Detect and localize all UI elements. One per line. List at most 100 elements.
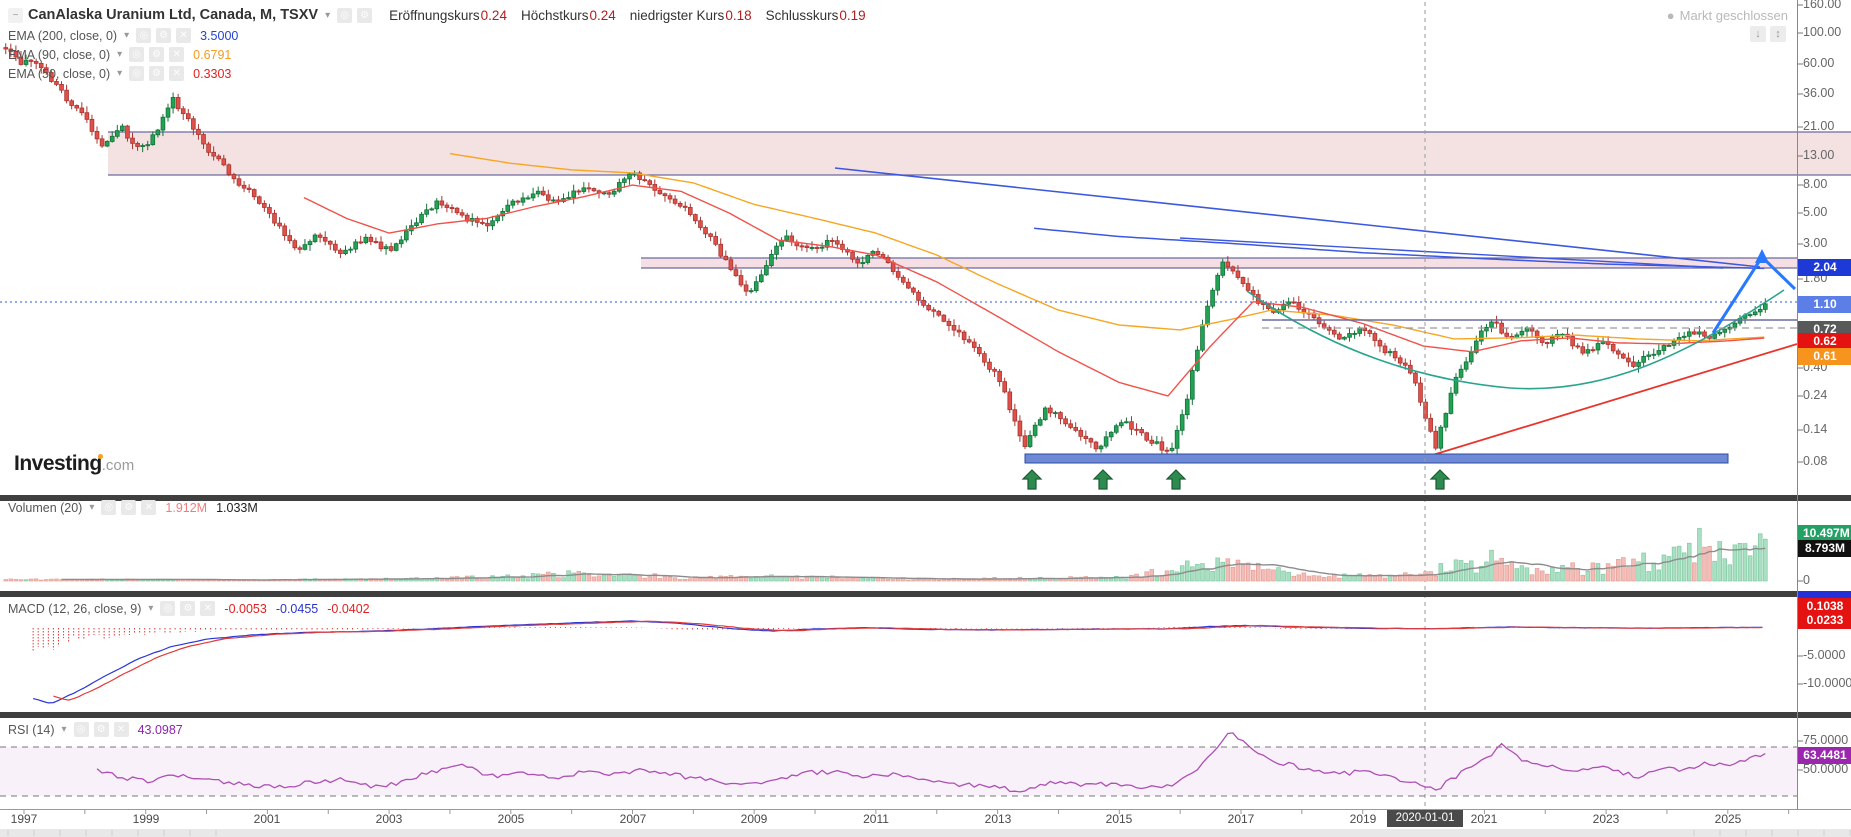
scale-buttons: ↓ ↕ (1750, 26, 1786, 42)
macd-layer (32, 620, 1763, 704)
price-axis-label: 3.00 (1803, 236, 1828, 250)
price-axis-label: -5.0000 (1803, 648, 1846, 662)
high-label: Höchstkurs (520, 7, 589, 23)
price-axis-label: 36.00 (1803, 86, 1835, 100)
remove-indicator-icon[interactable]: ✕ (113, 722, 129, 737)
volume-panel-header: Volumen (20) ▾ ◎ ⚙ ✕ 1.912M 1.033M (8, 500, 258, 515)
indicator-settings-icon[interactable]: ⚙ (149, 66, 165, 81)
volume-value: 1.033M (216, 500, 258, 515)
price-axis-badge: 8.793M (1798, 539, 1851, 557)
open-label: Eröffnungskurs (389, 7, 480, 23)
price-axis-label: 0.08 (1803, 454, 1828, 468)
price-axis-label: 75.0000 (1803, 733, 1849, 747)
price-axis-label: 60.00 (1803, 56, 1835, 70)
logo-brand-text: Investing (14, 452, 102, 475)
time-axis-label: 2017 (1227, 812, 1255, 826)
hide-indicator-icon[interactable]: ◎ (129, 47, 145, 62)
price-axis-badge: 63.4481 (1798, 746, 1851, 764)
indicator-name: Volumen (20) (8, 500, 83, 515)
settings-icon[interactable]: ⚙ (357, 7, 373, 23)
price-axis-label: 160.00 (1803, 0, 1842, 11)
time-axis-label: 2001 (253, 812, 281, 826)
hide-indicator-icon[interactable]: ◎ (129, 66, 145, 81)
indicator-settings-icon[interactable]: ⚙ (156, 28, 172, 43)
remove-indicator-icon[interactable]: ✕ (141, 500, 157, 515)
indicator-name: EMA (200, close, 0) (8, 28, 118, 43)
price-axis-label: -10.0000 (1803, 676, 1851, 690)
chevron-down-icon[interactable]: ▾ (117, 68, 123, 79)
ema-layer (303, 152, 1765, 397)
hide-indicator-icon[interactable]: ◎ (160, 601, 176, 616)
up-arrow-marker (1092, 469, 1114, 490)
price-axis-label: 0 (1803, 573, 1810, 587)
up-arrow-marker (1021, 469, 1043, 490)
auto-scale-icon[interactable]: ↕ (1770, 26, 1786, 42)
logo-orange-dot (98, 454, 103, 459)
title-row: − CanAlaska Uranium Ltd, Canada, M, TSXV… (8, 7, 866, 23)
price-axis-label: 100.00 (1803, 25, 1842, 39)
price-axis-badge (1798, 591, 1851, 601)
low-label: niedrigster Kurs (629, 7, 725, 23)
symbol-dropdown-caret[interactable]: ▾ (325, 9, 331, 21)
remove-indicator-icon[interactable]: ✕ (176, 28, 192, 43)
time-axis-label: 2005 (497, 812, 525, 826)
up-arrow-marker (1429, 469, 1451, 490)
collapse-panel-icon[interactable]: − (8, 7, 23, 23)
price-axis-label: 5.00 (1803, 205, 1828, 219)
chevron-down-icon[interactable]: ▾ (89, 502, 95, 513)
time-axis-label: 2013 (984, 812, 1012, 826)
macd-line-value: -0.0455 (275, 601, 319, 616)
time-axis-label: 2023 (1592, 812, 1620, 826)
remove-indicator-icon[interactable]: ✕ (200, 601, 216, 616)
time-axis-label: 2025 (1714, 812, 1742, 826)
time-axis-label: 1999 (132, 812, 160, 826)
drawings-layer (834, 2, 1798, 809)
price-axis-label: 8.00 (1803, 177, 1828, 191)
scroll-to-end-icon[interactable]: ↓ (1750, 26, 1766, 42)
indicator-settings-icon[interactable]: ⚙ (180, 601, 196, 616)
price-axis-label: 21.00 (1803, 119, 1835, 133)
status-dot-icon: ● (1666, 8, 1675, 23)
hide-indicator-icon[interactable]: ◎ (73, 722, 89, 737)
indicator-legend-row-ema90: EMA (90, close, 0) ▾ ◎ ⚙ ✕ 0.6791 (8, 47, 231, 62)
indicator-settings-icon[interactable]: ⚙ (121, 500, 137, 515)
remove-indicator-icon[interactable]: ✕ (169, 47, 185, 62)
chevron-down-icon[interactable]: ▾ (117, 49, 123, 60)
logo-suffix-text: .com (101, 457, 135, 474)
hide-indicator-icon[interactable]: ◎ (136, 28, 152, 43)
indicator-value: 0.3303 (193, 66, 232, 81)
price-axis-badge: 1.10 (1798, 295, 1851, 313)
time-axis-label: 2021 (1470, 812, 1498, 826)
market-status-text: Markt geschlossen (1679, 8, 1788, 23)
time-axis-label: 2009 (740, 812, 768, 826)
indicator-value: 3.5000 (200, 28, 239, 43)
compare-icon[interactable]: ◎ (337, 7, 353, 23)
low-value: 0.18 (725, 7, 752, 23)
market-status: ● Markt geschlossen (1560, 8, 1788, 23)
chevron-down-icon[interactable]: ▾ (61, 724, 67, 735)
hide-indicator-icon[interactable]: ◎ (101, 500, 117, 515)
macd-panel-header: MACD (12, 26, close, 9) ▾ ◎ ⚙ ✕ -0.0053 … (8, 601, 370, 616)
indicator-name: EMA (90, close, 0) (8, 47, 111, 62)
price-axis-label: 13.00 (1803, 148, 1835, 162)
chevron-down-icon[interactable]: ▾ (148, 603, 154, 614)
price-axis-badge: 10.497M (1798, 524, 1851, 542)
indicator-value: 0.6791 (193, 47, 232, 62)
indicator-name: MACD (12, 26, close, 9) (8, 601, 142, 616)
time-axis-label: 1997 (10, 812, 38, 826)
price-axis-badge: 0.62 (1798, 332, 1851, 350)
indicator-legend-row-ema200: EMA (200, close, 0) ▾ ◎ ⚙ ✕ 3.5000 (8, 28, 238, 43)
macd-hist-value: -0.0053 (224, 601, 267, 616)
remove-indicator-icon[interactable]: ✕ (169, 66, 185, 81)
indicator-settings-icon[interactable]: ⚙ (93, 722, 109, 737)
close-label: Schlusskurs (765, 7, 839, 23)
time-axis-label: 2003 (375, 812, 403, 826)
chevron-down-icon[interactable]: ▾ (124, 30, 130, 41)
rsi-layer (0, 732, 1797, 797)
rsi-panel-header: RSI (14) ▾ ◎ ⚙ ✕ 43.0987 (8, 722, 183, 737)
indicator-settings-icon[interactable]: ⚙ (149, 47, 165, 62)
